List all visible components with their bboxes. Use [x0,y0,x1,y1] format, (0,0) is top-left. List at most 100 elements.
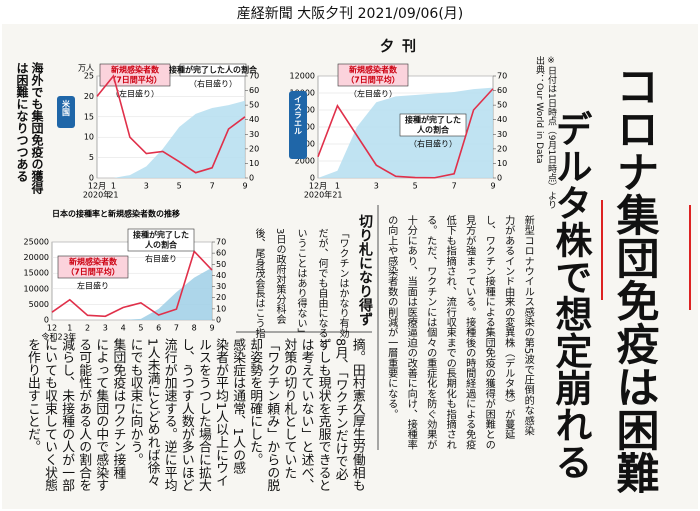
x-tick-label: 9 [209,324,214,333]
body-column: 染者が平均1人以上にウイ [212,338,228,487]
year-label: 令和2 [41,332,62,342]
x-tick-label: 8 [192,324,197,333]
cases-line [96,74,246,174]
y2-tick-label: 30 [216,282,226,291]
label-box [337,63,409,87]
y2-tick-label: 20 [497,144,507,153]
series-label: （7日間平均） [346,75,400,85]
y2-tick-label: 70 [216,238,226,247]
y-tick-label: 15000 [24,269,49,278]
body-column: し、うつす人数が多いほど [178,338,194,492]
y2-tick-label: 40 [216,271,226,280]
scale-label: （左目盛り） [111,89,159,99]
x-tick-label: 9 [490,182,495,191]
series-label: 人の割合 [417,125,450,135]
vaccination-area [52,267,212,320]
body-column: だが、何でも自由になると [316,228,327,348]
source-note: 出典：Our World in Data [534,56,544,164]
y-tick-label: 20000 [24,253,49,262]
body-column: いうことはあり得ない」 [295,228,306,338]
y2-tick-label: 10 [249,159,259,168]
scale-label: （右目盛り） [409,139,457,149]
series-label: 新規感染者数 [111,65,160,75]
cases-line [317,88,494,179]
body-column: 「ワクチン頼み」からの脱 [264,338,280,492]
y-tick-label: 12000 [290,72,315,81]
y2-tick-label: 20 [249,144,259,153]
body-column: 対策の切り札としていた [281,338,297,479]
x-tick-label: 1 [111,182,116,191]
body-column: の向上や感染者数の削減が一層重要になる。 [385,215,397,419]
y2-tick-label: 50 [249,101,259,110]
chart-title: 日本の接種率と新規感染者数の推移 [52,209,180,219]
y-tick-label: 0 [310,174,315,183]
x-tick-label: 1 [67,324,72,333]
x-tick-label: 5 [138,324,143,333]
scale-label: 左目盛り [77,281,109,291]
x-tick-label: 4 [121,324,126,333]
y-tick-label: 5000 [29,300,49,309]
body-column: 後、尾身茂会長はこう指 [253,228,264,338]
y2-tick-label: 30 [249,130,259,139]
y-tick-label: 20 [84,92,94,101]
body-column: にいても収束していく状態 [41,338,57,492]
y-tick-label: 25 [84,72,94,81]
y2-tick-label: 30 [497,130,507,139]
x-tick-label: 2 [85,324,90,333]
x-tick-label: 7 [174,324,179,333]
cases-line [51,249,213,318]
x-tick-label: 3 [144,182,149,191]
body-column: 十分にあり、当面は医療逼迫の改善に向け、接種率 [405,215,417,450]
body-column: 8月、「ワクチンだけで必 [332,338,348,481]
series-label: （7日間平均） [108,75,162,85]
y-tick-label: 2000 [295,157,315,166]
y-tick-label: 0 [44,316,49,325]
year-label: 21 [332,191,342,200]
sub-headline: デルタ株で想定崩れる [549,110,592,480]
y2-tick-label: 40 [249,115,259,124]
series-label: 新規感染者数 [349,65,398,75]
y-tick-label: 10 [84,133,94,142]
label-box [399,113,467,137]
y2-tick-label: 0 [497,174,502,183]
series-label: 接種が完了した [405,115,461,125]
x-tick-label: 1 [335,182,340,191]
body-column: ルスをうつした場合に拡大 [195,338,211,492]
scale-label: （左目盛り） [349,89,397,99]
y2-tick-label: 70 [497,72,507,81]
label-box [179,63,247,77]
y2-tick-label: 70 [249,72,259,81]
chart-caption: 海外でも集団免疫の獲得 [30,62,44,194]
body-column: 見方が強まっている。接種後の時間経過による免疫 [463,215,475,450]
label-box [99,63,171,87]
x-tick-label: 6 [156,324,161,333]
y2-tick-label: 60 [497,86,507,95]
year-label: 21 [108,191,118,200]
x-tick-label: 12 [47,324,57,333]
body-column: 「ワクチンはかなり有効 [337,228,348,338]
y2-tick-label: 50 [216,260,226,269]
series-label: 接種が完了した人の割合 [169,65,258,75]
vaccination-area [97,100,245,178]
y2-tick-label: 60 [249,86,259,95]
y2-tick-label: 50 [497,101,507,110]
body-column: る。ただ、ワクチンには個々の重症化を防ぐ効果が [424,215,436,450]
series-label: 人の割合 [145,240,178,250]
series-label: （7日間平均） [66,267,120,277]
body-column: によって集団の中で感染す [93,338,109,492]
y-tick-label: 0 [89,174,94,183]
y2-tick-label: 0 [249,174,254,183]
x-tick-label: 12月 [309,182,327,191]
x-tick-label: 5 [177,182,182,191]
x-tick-label: 3 [374,182,379,191]
body-column: 低下も指摘され、流行収束までの長期化も指摘され [444,215,456,450]
x-tick-label: 7 [210,182,215,191]
label-box [57,255,129,279]
region-box [289,91,307,159]
body-column: 集団免疫はワクチン接種 [110,338,126,479]
year-label: 2020年 [83,190,111,200]
body-column: ずしも現状を克服できると [315,338,331,492]
body-column: 1人未満にとどめれば徐々 [144,338,160,487]
body-column: し、ワクチン接種による集団免疫の獲得が困難との [483,215,495,450]
